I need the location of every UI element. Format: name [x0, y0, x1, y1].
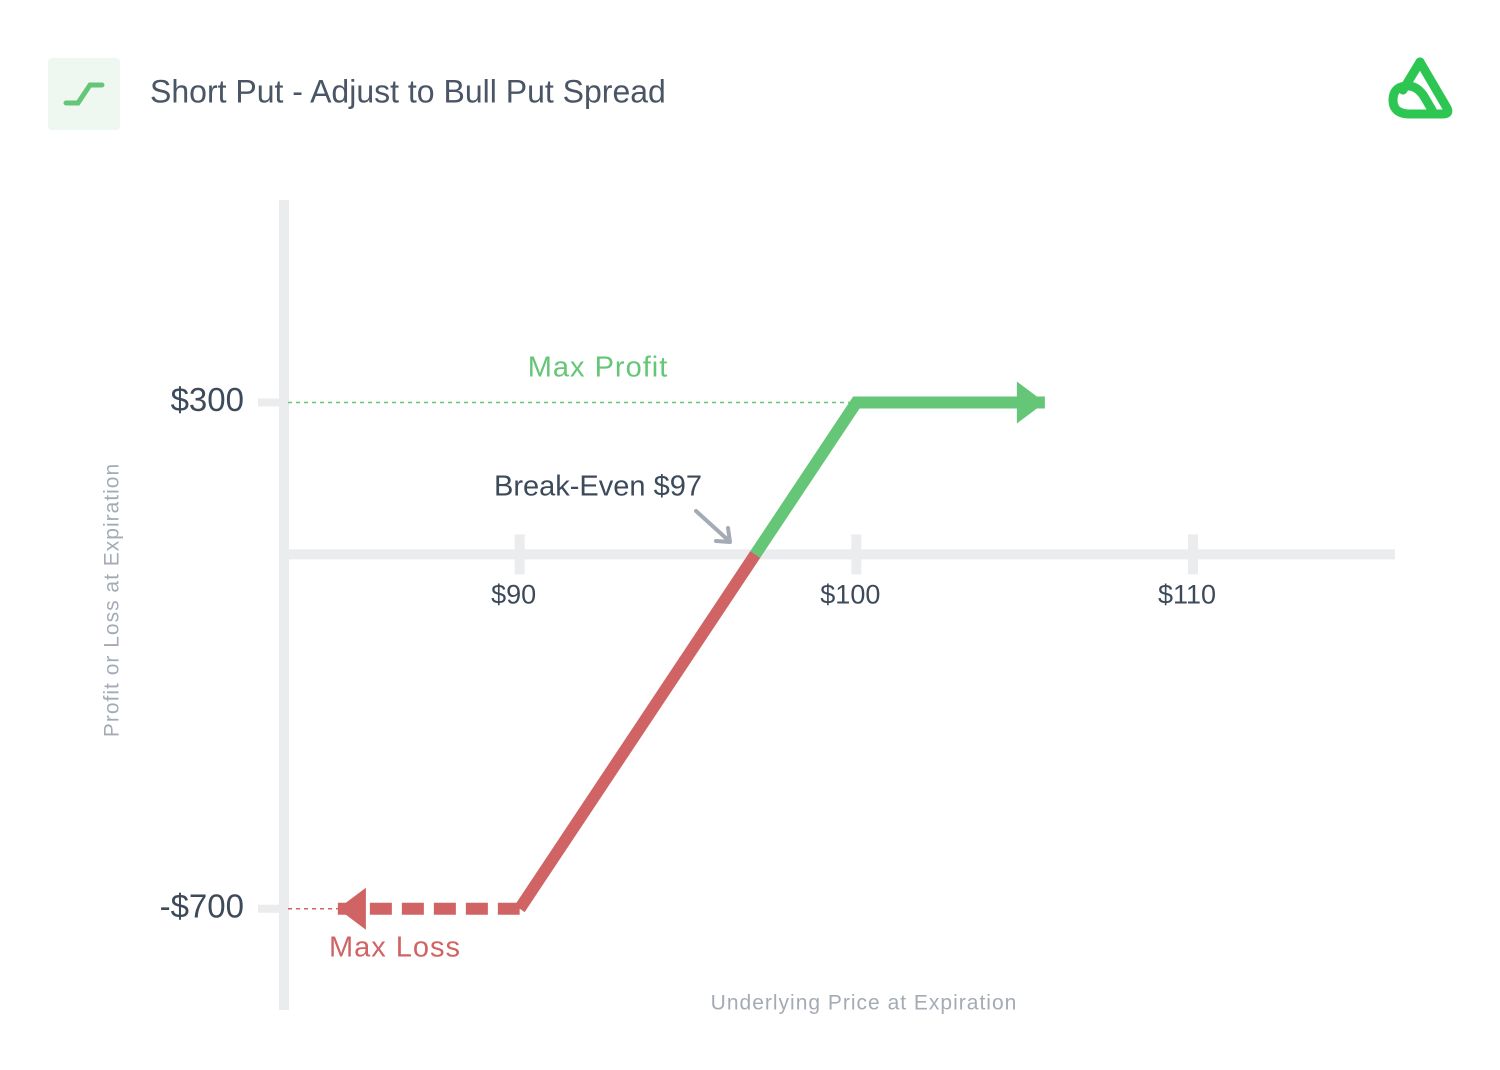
logo-mark	[1388, 57, 1453, 119]
header-icon-line	[63, 82, 105, 106]
payoff-line	[750, 396, 1045, 558]
x-tick-label: $90	[491, 580, 536, 610]
x-axis-label: Underlying Price at Expiration	[711, 992, 1018, 1015]
annotation: Max Loss	[329, 932, 461, 964]
y-tick-label: $300	[171, 381, 244, 418]
payoff-line	[514, 551, 761, 913]
x-tick-label: $100	[820, 580, 880, 610]
arrow-head	[337, 887, 366, 930]
arrow-head	[1016, 381, 1045, 424]
annotation: Max Profit	[528, 352, 669, 384]
annotation-arrow	[694, 509, 732, 544]
chart-title: Short Put - Adjust to Bull Put Spread	[150, 73, 666, 109]
logo	[1388, 57, 1453, 119]
x-tick-label: $110	[1158, 580, 1216, 610]
annotation: Break-Even $97	[494, 471, 702, 503]
y-tick-label: -$700	[160, 887, 244, 924]
y-axis-label: Profit or Loss at Expiration	[101, 463, 124, 737]
logo-mark	[1398, 57, 1425, 95]
